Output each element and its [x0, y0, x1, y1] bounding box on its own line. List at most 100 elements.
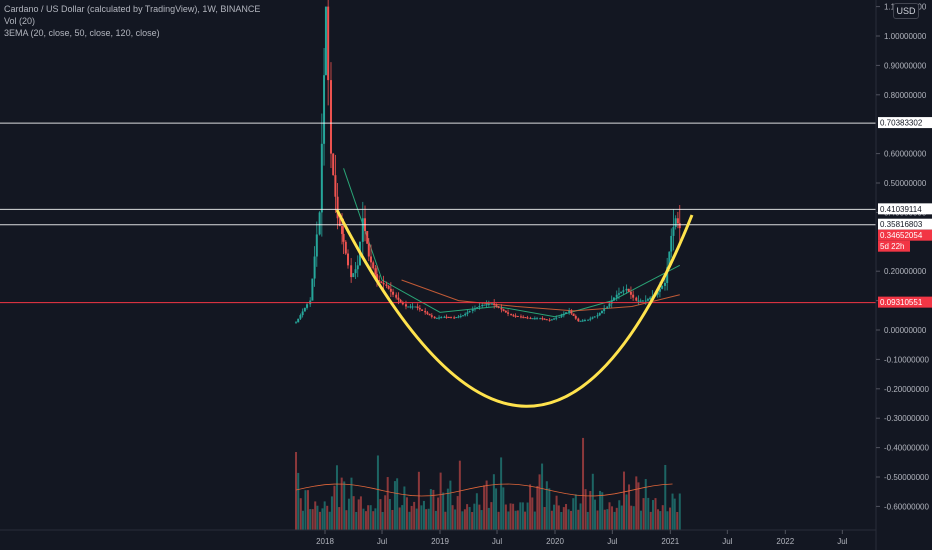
candle-body	[416, 306, 419, 308]
volume-bar	[335, 465, 338, 530]
candle-body	[445, 316, 448, 318]
time-axis[interactable]: 2018 Jul 2019 Jul 2020 Jul 2021 Jul 2022 Jul	[316, 530, 848, 546]
volume-bar	[446, 488, 449, 530]
chart-title[interactable]: Cardano / US Dollar (calculated by Tradi…	[4, 4, 261, 14]
volume-bar	[427, 508, 430, 530]
volume-bar	[669, 507, 671, 530]
candle-body	[622, 290, 625, 292]
cup-drawing[interactable]	[335, 209, 694, 408]
horizontal-lines[interactable]	[0, 122, 876, 304]
candle-body	[313, 256, 316, 279]
volume-bar	[545, 481, 548, 530]
plot-area[interactable]	[0, 0, 876, 550]
volume-bar	[618, 500, 621, 530]
candle-body	[495, 305, 498, 307]
volume-bar	[437, 497, 440, 530]
candle-body	[361, 218, 364, 242]
volume-bar	[355, 511, 358, 530]
volume-bar	[644, 479, 647, 530]
candle-body	[485, 304, 488, 306]
price-tag-label: 0.41039114	[880, 205, 922, 214]
candle-body	[562, 313, 565, 316]
candle-body	[342, 233, 345, 242]
candle-body	[678, 223, 681, 229]
volume-bar	[548, 488, 551, 530]
candle-body	[502, 309, 505, 311]
volume-bar	[347, 498, 350, 530]
candle-body	[295, 322, 298, 324]
volume-bar	[480, 510, 483, 530]
price-axis[interactable]: 1.100000001.000000000.900000000.80000000…	[876, 3, 929, 512]
candle-body	[303, 307, 306, 312]
candle-body	[462, 315, 464, 317]
candle-body	[487, 303, 490, 305]
volume-bar	[352, 496, 355, 530]
candle-body	[455, 317, 458, 319]
volume-bar	[565, 504, 568, 530]
volume-bar	[362, 508, 365, 530]
candle-body	[583, 320, 586, 322]
volume-bar	[500, 457, 503, 530]
candle-body	[536, 318, 539, 320]
candle-body	[459, 315, 462, 317]
volume-bar	[570, 510, 573, 530]
volume-bar	[676, 511, 679, 530]
volume-bar	[647, 497, 650, 530]
volume-bar	[386, 477, 389, 530]
volume-bar	[654, 498, 657, 530]
volume-bar	[388, 499, 391, 530]
volume-indicator-label[interactable]: Vol (20)	[4, 16, 36, 26]
candle-body	[514, 315, 517, 317]
candle-body	[524, 317, 527, 319]
candle-body	[397, 297, 400, 300]
candle-body	[670, 235, 673, 252]
price-tag-box	[878, 203, 932, 215]
candle-body	[311, 278, 314, 301]
volume-bar	[410, 505, 413, 530]
volume-bar	[369, 505, 372, 530]
volume-bar	[374, 508, 377, 530]
volume-bar	[384, 495, 387, 530]
candle-body	[404, 304, 407, 307]
x-tick-label: Jul	[722, 537, 732, 546]
candle-body	[617, 293, 620, 295]
volume-bar	[519, 502, 522, 530]
y-tick-label: -0.50000000	[884, 473, 929, 482]
x-tick-label: 2019	[431, 537, 449, 546]
volume-bar	[574, 494, 577, 530]
price-tag-label: 0.70383302	[880, 119, 923, 128]
volume-bar	[432, 489, 435, 530]
ema-indicator-label[interactable]: 3EMA (20, close, 50, close, 120, close)	[4, 28, 160, 38]
volume-bar	[599, 490, 602, 530]
volume-bar	[413, 501, 416, 530]
candle-body	[504, 310, 507, 313]
volume-bar	[586, 511, 589, 530]
volume-bar	[379, 499, 382, 530]
candle-body	[632, 294, 635, 298]
volume-bar	[372, 511, 375, 530]
candle-body	[661, 285, 664, 289]
volume-bar	[345, 510, 348, 530]
candle-body	[318, 212, 321, 235]
candle-body	[421, 309, 424, 311]
volume-bar	[557, 505, 560, 530]
candle-body	[663, 282, 666, 286]
candle-body	[591, 317, 594, 319]
candle-body	[493, 303, 496, 306]
volume-bar	[536, 485, 539, 530]
candle-body	[468, 310, 471, 313]
volume-bar	[514, 510, 517, 530]
price-tag-label: 0.35816803	[880, 220, 923, 229]
volume-bar	[321, 508, 324, 530]
currency-button[interactable]: USD	[893, 3, 919, 19]
candle-body	[548, 319, 551, 321]
volume-bar	[637, 482, 640, 530]
candle-body	[674, 218, 677, 228]
volume-bar	[497, 511, 500, 530]
volume-bar	[550, 510, 553, 530]
price-candles	[295, 0, 681, 324]
candle-body	[476, 307, 479, 309]
volume-bar	[311, 509, 314, 530]
candle-body	[301, 311, 304, 316]
